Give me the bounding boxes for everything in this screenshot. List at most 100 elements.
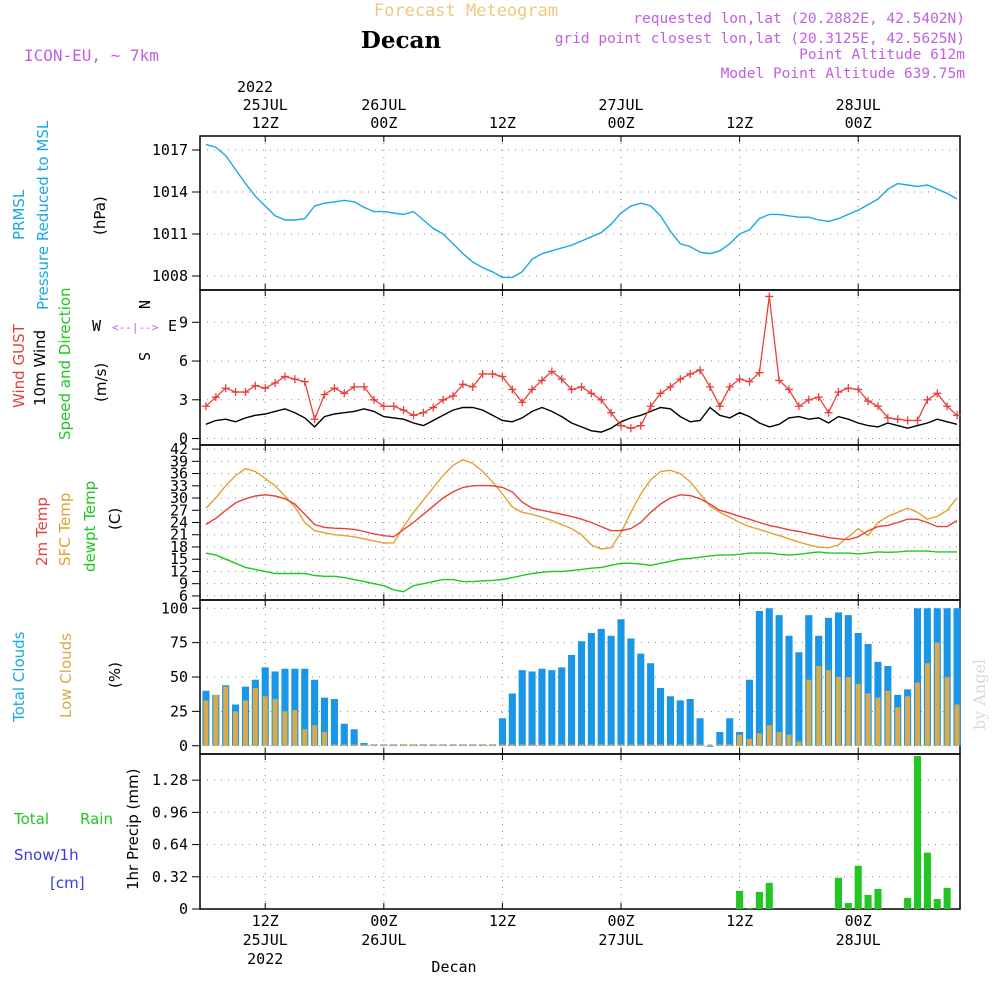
panel-variable-labels: PRMSL Pressure Reduced to MSL (hPa) Wind…	[10, 120, 142, 892]
low-clouds-bar	[855, 683, 861, 746]
wind-gust-marker	[518, 398, 527, 407]
total-clouds-bar	[320, 697, 329, 746]
wind-gust-marker	[636, 421, 645, 430]
prmsl-label: PRMSL	[10, 189, 28, 240]
rain-bar	[923, 852, 931, 909]
wind-gust-marker	[201, 402, 210, 411]
wind-gust-marker	[439, 395, 448, 404]
wind-gust-marker	[854, 385, 863, 394]
low-clouds-bar	[835, 677, 841, 746]
low-clouds-bar	[608, 744, 614, 746]
wind-gust-marker	[508, 385, 517, 394]
low-clouds-bar	[756, 733, 762, 746]
low-clouds-bar	[233, 711, 239, 746]
rain-bar	[765, 882, 773, 909]
hpa-unit-label: (hPa)	[91, 196, 109, 235]
precip-panel: 0 0.32 0.64 0.96 1.28	[152, 753, 961, 918]
wind-gust-marker	[429, 403, 438, 412]
rain-bar	[755, 891, 763, 909]
precip-total-label: Total	[13, 810, 49, 828]
total-clouds-bar	[775, 615, 783, 746]
wind-gust-marker	[231, 388, 240, 397]
temp-ytick-label: 39	[170, 452, 188, 470]
low-clouds-bar	[638, 744, 644, 746]
temp-ytick-label: 21	[170, 526, 188, 544]
total-clouds-bar	[755, 611, 763, 746]
total-clouds-bar	[548, 670, 556, 746]
low-clouds-bar	[539, 744, 545, 746]
wind-gust-marker	[537, 376, 546, 385]
dewpt-line	[205, 550, 957, 593]
low-clouds-bar	[440, 744, 446, 746]
wind-gust-marker	[676, 375, 685, 384]
wind-gust-marker	[360, 382, 369, 391]
top-year-label: 2022	[237, 78, 273, 96]
wind-gust-marker	[330, 384, 339, 393]
wind-gust-marker	[626, 424, 635, 433]
total-clouds-bar	[716, 732, 724, 746]
wind-gust-marker	[300, 377, 309, 386]
temp-ytick-label: 36	[170, 465, 188, 483]
wind-key-west: W	[92, 317, 102, 335]
low-clouds-bar	[786, 734, 792, 746]
total-clouds-bar	[637, 653, 645, 746]
precip-ytick-label: 0.32	[152, 868, 188, 886]
total-clouds-bar	[696, 718, 704, 746]
low-clouds-bar	[262, 696, 268, 746]
wind-gust-marker	[587, 389, 596, 398]
sfc-temp-label: SFC Temp	[56, 493, 74, 566]
top-hour-label: 00Z	[370, 114, 397, 132]
low-clouds-bar	[727, 744, 733, 746]
rain-bar	[864, 894, 872, 909]
wind-gust-marker	[804, 395, 813, 404]
low-clouds-bar	[499, 744, 505, 746]
dewpt-temp-label: dewpt Temp	[81, 481, 99, 572]
total-clouds-bar	[528, 671, 536, 746]
low-clouds-bar	[707, 744, 713, 746]
wind-gust-marker	[864, 397, 873, 406]
low-clouds-bar	[579, 744, 584, 746]
low-clouds-bar	[450, 744, 456, 746]
wind-gust-marker	[646, 402, 655, 411]
bottom-hour-label: 00Z	[370, 912, 397, 930]
sfc-temp-line	[205, 458, 958, 550]
precip-rain-label: Rain	[80, 810, 113, 828]
total-clouds-bar	[518, 670, 526, 746]
temp-ytick-label: 30	[170, 489, 188, 507]
low-clouds-bar	[667, 744, 673, 746]
wind-gust-marker	[607, 408, 616, 417]
wind-gust-marker	[725, 382, 734, 391]
wind-gust-marker	[567, 385, 576, 394]
pressure-ytick-label: 1011	[152, 225, 188, 243]
bottom-date-label: 25JUL	[243, 931, 288, 949]
wind-gust-marker	[745, 377, 754, 386]
temp-2m-label: 2m Temp	[33, 497, 51, 566]
wind-gust-marker	[320, 390, 329, 399]
low-clouds-bar	[796, 741, 802, 746]
total-clouds-label: Total Clouds	[10, 631, 28, 723]
low-clouds-bar	[875, 697, 881, 746]
wind-gust-marker	[686, 369, 695, 378]
low-clouds-bar	[845, 677, 851, 746]
rain-bar	[745, 907, 754, 909]
precip-ytick-label: 0.64	[152, 836, 188, 854]
low-clouds-label: Low Clouds	[57, 633, 75, 718]
bottom-hour-label: 12Z	[489, 912, 516, 930]
low-clouds-bar	[420, 744, 426, 746]
low-clouds-bar	[944, 677, 950, 746]
low-clouds-bar	[934, 642, 940, 746]
low-clouds-bar	[430, 744, 436, 746]
rain-bar	[943, 887, 951, 909]
wind-gust-marker	[261, 384, 270, 393]
model-point-altitude: Model Point Altitude 639.75m	[721, 66, 966, 82]
wind-gust-marker	[547, 367, 556, 376]
bottom-date-label: 26JUL	[361, 931, 406, 949]
low-clouds-bar	[895, 707, 901, 746]
total-clouds-bar	[350, 729, 358, 746]
wind-gust-marker	[557, 375, 566, 384]
low-clouds-bar	[331, 744, 337, 746]
wind-gust-marker	[765, 292, 774, 301]
wind-gust-marker	[597, 395, 606, 404]
wind-gust-marker	[873, 402, 882, 411]
